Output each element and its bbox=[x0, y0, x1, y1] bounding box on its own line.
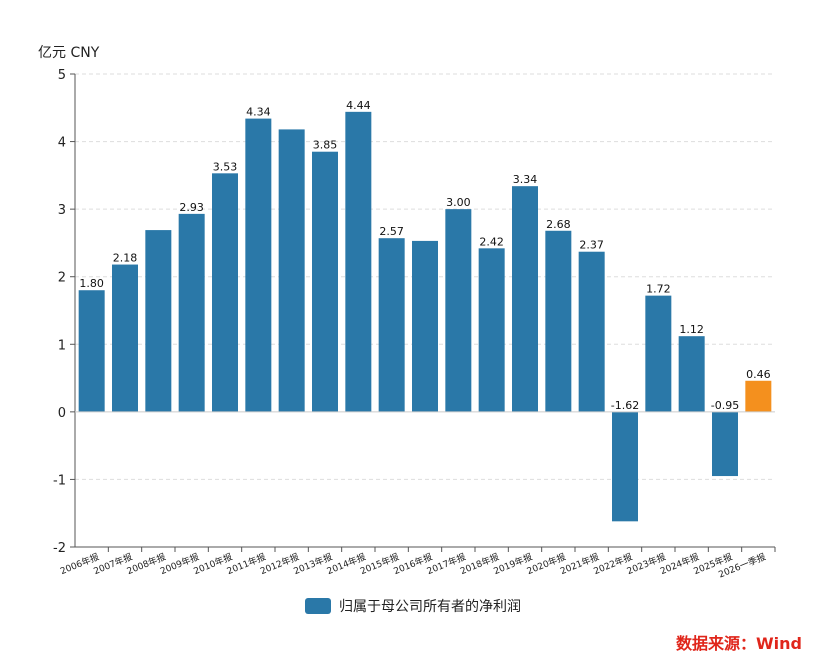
data-label: 2.37 bbox=[579, 239, 604, 252]
data-label: 2.57 bbox=[379, 225, 404, 238]
bar[interactable] bbox=[245, 118, 272, 412]
y-tick-label: 2 bbox=[58, 271, 66, 286]
bar[interactable] bbox=[412, 240, 438, 412]
y-tick-label: -2 bbox=[53, 541, 66, 556]
y-tick-label: 0 bbox=[58, 406, 66, 421]
data-labels: 1.80 2.18 2.93 3.53 4.34 3.85 4.44 2.57 3.00 2.42… bbox=[79, 99, 770, 412]
legend-label: 归属于母公司所有者的净利润 bbox=[339, 599, 521, 615]
data-label: 1.72 bbox=[646, 283, 671, 296]
bar[interactable] bbox=[378, 238, 405, 412]
bar[interactable] bbox=[545, 230, 572, 412]
y-tick-label: 4 bbox=[58, 136, 66, 151]
data-label: 3.00 bbox=[446, 196, 471, 209]
data-label: 4.34 bbox=[246, 106, 271, 119]
bar[interactable] bbox=[345, 111, 372, 412]
bar[interactable] bbox=[278, 129, 305, 412]
bar[interactable] bbox=[478, 248, 505, 412]
y-tick-label: -1 bbox=[53, 473, 66, 488]
y-axis-unit-label: 亿元 CNY bbox=[38, 45, 100, 61]
data-label: 3.34 bbox=[513, 173, 538, 186]
bar[interactable] bbox=[145, 230, 172, 412]
bar[interactable] bbox=[612, 411, 638, 522]
y-tick-label: 3 bbox=[58, 203, 66, 218]
data-label: 0.46 bbox=[746, 368, 771, 381]
y-tick-label: 5 bbox=[58, 68, 66, 83]
data-label: 1.80 bbox=[79, 277, 104, 290]
bar[interactable] bbox=[445, 209, 472, 412]
bar[interactable] bbox=[645, 295, 672, 412]
bar[interactable] bbox=[312, 151, 338, 412]
data-label: 2.42 bbox=[479, 235, 504, 248]
bar[interactable] bbox=[112, 264, 138, 412]
legend-swatch bbox=[305, 598, 331, 614]
data-label: -1.62 bbox=[611, 399, 639, 412]
data-label: 3.85 bbox=[313, 139, 338, 152]
data-label: 2.93 bbox=[179, 201, 204, 214]
data-label: 2.68 bbox=[546, 218, 571, 231]
data-label: 2.18 bbox=[113, 252, 138, 265]
bars bbox=[78, 111, 772, 522]
bar[interactable] bbox=[578, 251, 605, 412]
data-label: 4.44 bbox=[346, 99, 371, 112]
bar[interactable] bbox=[678, 336, 705, 412]
bar[interactable] bbox=[745, 380, 772, 412]
bar[interactable] bbox=[78, 290, 105, 412]
data-label: 1.12 bbox=[679, 323, 704, 336]
bar[interactable] bbox=[712, 411, 738, 477]
bar[interactable] bbox=[178, 213, 205, 412]
data-label: 3.53 bbox=[213, 160, 238, 173]
y-tick-label: 1 bbox=[58, 338, 66, 353]
legend[interactable]: 归属于母公司所有者的净利润 bbox=[305, 596, 521, 616]
bar[interactable] bbox=[212, 173, 238, 412]
data-source-label: 数据来源：Wind bbox=[676, 634, 802, 653]
bar[interactable] bbox=[512, 186, 538, 412]
data-label: -0.95 bbox=[711, 399, 739, 412]
